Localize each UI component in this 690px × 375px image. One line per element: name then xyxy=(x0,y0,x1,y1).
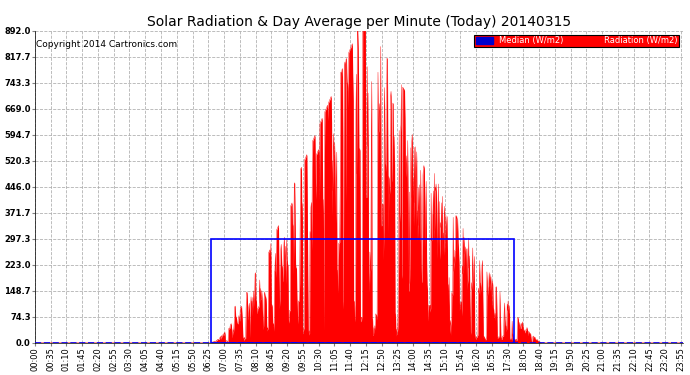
Text: Copyright 2014 Cartronics.com: Copyright 2014 Cartronics.com xyxy=(37,40,177,49)
Bar xyxy=(210,238,514,343)
Legend: Median (W/m2), Radiation (W/m2): Median (W/m2), Radiation (W/m2) xyxy=(475,35,679,47)
Title: Solar Radiation & Day Average per Minute (Today) 20140315: Solar Radiation & Day Average per Minute… xyxy=(147,15,571,29)
